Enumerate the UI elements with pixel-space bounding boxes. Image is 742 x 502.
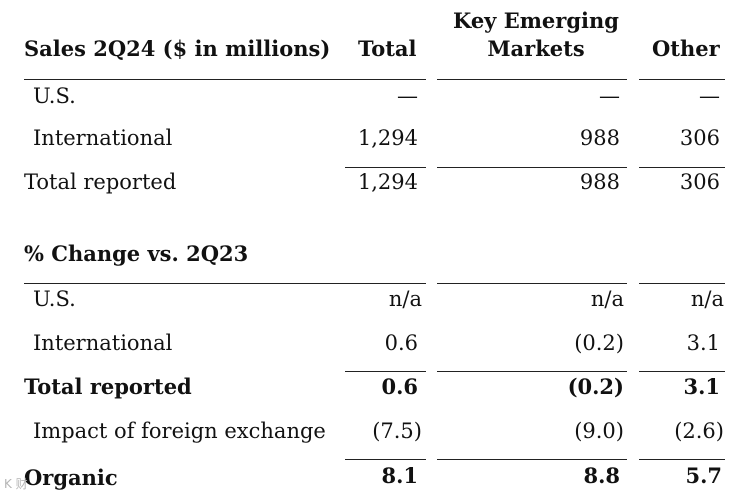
cell-international-total: 1,294	[357, 126, 418, 150]
change-cell-international-total: 0.6	[384, 331, 418, 355]
column-header-key-emerging-line2: Markets	[487, 36, 585, 61]
header-rule-key-emerging	[437, 79, 627, 80]
column-header-key-emerging-line1: Key Emerging	[453, 8, 619, 33]
change-cell-international-kem: (0.2)	[574, 331, 624, 355]
section-rule-kem	[437, 283, 627, 284]
organic-rule-kem	[437, 459, 627, 460]
change-row-label-organic: Organic	[24, 465, 118, 490]
change-subtotal-rule-other	[639, 371, 725, 372]
row-label-international: International	[33, 126, 173, 150]
change-cell-international-other: 3.1	[686, 331, 720, 355]
change-row-label-international: International	[33, 331, 173, 355]
change-cell-fx-total: (7.5)	[372, 419, 422, 443]
cell-international-other: 306	[679, 126, 720, 150]
subtotal-rule-kem	[437, 167, 627, 168]
column-header-other: Other	[652, 36, 720, 61]
change-row-label-fx: Impact of foreign exchange	[33, 419, 326, 443]
subtotal-rule-other	[639, 167, 725, 168]
change-row-label-total-reported: Total reported	[24, 374, 192, 399]
watermark: K 财	[4, 477, 28, 491]
organic-rule-other	[639, 459, 725, 460]
header-rule-other	[639, 79, 725, 80]
row-label-us: U.S.	[33, 84, 76, 108]
organic-rule-total	[345, 459, 426, 460]
change-cell-fx-kem: (9.0)	[574, 419, 624, 443]
change-cell-total-reported-kem: (0.2)	[567, 374, 624, 399]
cell-total-reported-total: 1,294	[357, 170, 418, 194]
cell-total-reported-kem: 988	[579, 170, 620, 194]
column-header-total: Total	[358, 36, 417, 61]
change-cell-us-kem: n/a	[590, 287, 624, 311]
cell-total-reported-other: 306	[679, 170, 720, 194]
cell-international-kem: 988	[579, 126, 620, 150]
change-cell-us-other: n/a	[690, 287, 724, 311]
table-title: Sales 2Q24 ($ in millions)	[24, 36, 331, 61]
row-label-total-reported: Total reported	[24, 170, 177, 194]
change-cell-total-reported-other: 3.1	[683, 374, 720, 399]
change-subtotal-rule-kem	[437, 371, 627, 372]
section-rule-other	[639, 283, 725, 284]
change-cell-organic-total: 8.1	[381, 463, 418, 488]
change-cell-fx-other: (2.6)	[674, 419, 724, 443]
change-cell-total-reported-total: 0.6	[381, 374, 418, 399]
change-cell-organic-kem: 8.8	[583, 463, 620, 488]
header-rule-label-total	[24, 79, 426, 80]
section-rule-label-total	[24, 283, 426, 284]
change-cell-organic-other: 5.7	[685, 463, 722, 488]
cell-us-other: —	[699, 84, 720, 108]
subtotal-rule-total	[345, 167, 426, 168]
change-subtotal-rule-total	[345, 371, 426, 372]
section-title-change: % Change vs. 2Q23	[24, 241, 249, 266]
cell-us-total: —	[397, 84, 418, 108]
change-row-label-us: U.S.	[33, 287, 76, 311]
change-cell-us-total: n/a	[388, 287, 422, 311]
cell-us-kem: —	[599, 84, 620, 108]
